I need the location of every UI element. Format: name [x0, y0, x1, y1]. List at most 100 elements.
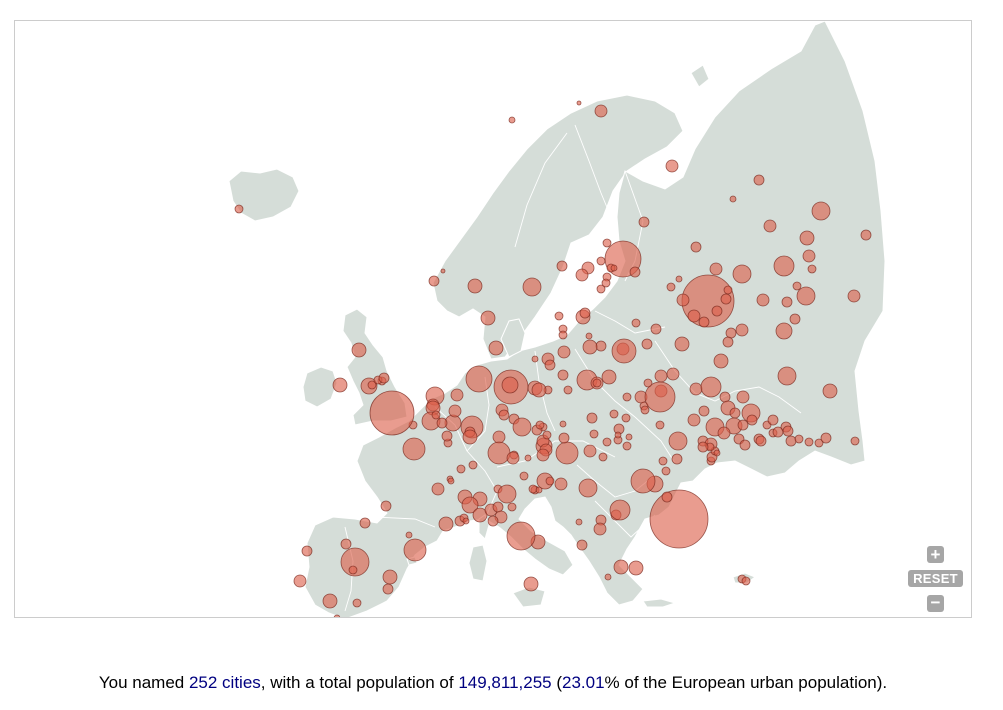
city-marker[interactable]	[650, 323, 662, 335]
city-marker[interactable]	[472, 507, 488, 523]
city-marker[interactable]	[729, 195, 737, 203]
city-marker[interactable]	[609, 499, 631, 521]
city-marker[interactable]	[644, 381, 676, 413]
city-marker[interactable]	[488, 340, 504, 356]
city-marker[interactable]	[545, 476, 555, 486]
city-marker[interactable]	[575, 518, 583, 526]
city-marker[interactable]	[301, 545, 313, 557]
city-marker[interactable]	[732, 264, 752, 284]
city-marker[interactable]	[613, 559, 629, 575]
city-marker[interactable]	[772, 426, 784, 438]
city-marker[interactable]	[431, 482, 445, 496]
city-marker[interactable]	[604, 573, 612, 581]
city-marker[interactable]	[755, 435, 767, 447]
city-marker[interactable]	[713, 449, 721, 457]
city-marker[interactable]	[690, 241, 702, 253]
city-marker[interactable]	[737, 419, 749, 431]
city-marker[interactable]	[367, 380, 377, 390]
city-marker[interactable]	[777, 366, 797, 386]
city-marker[interactable]	[736, 390, 750, 404]
city-marker[interactable]	[461, 496, 479, 514]
city-marker[interactable]	[628, 560, 644, 576]
city-marker[interactable]	[523, 576, 539, 592]
city-marker[interactable]	[602, 437, 612, 447]
city-marker[interactable]	[585, 332, 593, 340]
city-marker[interactable]	[378, 372, 390, 384]
city-marker[interactable]	[468, 460, 478, 470]
city-marker[interactable]	[722, 336, 734, 348]
city-marker[interactable]	[467, 278, 483, 294]
city-marker[interactable]	[380, 500, 392, 512]
city-marker[interactable]	[506, 521, 536, 551]
city-marker[interactable]	[814, 438, 824, 448]
city-marker[interactable]	[438, 516, 454, 532]
city-marker[interactable]	[456, 464, 466, 474]
city-marker[interactable]	[782, 425, 794, 437]
city-marker[interactable]	[340, 538, 352, 550]
city-marker[interactable]	[450, 388, 464, 402]
city-marker[interactable]	[668, 431, 688, 451]
city-marker[interactable]	[666, 367, 680, 381]
city-marker[interactable]	[631, 318, 641, 328]
city-marker[interactable]	[601, 369, 617, 385]
city-marker[interactable]	[595, 340, 607, 352]
zoom-in-button[interactable]: +	[927, 546, 944, 563]
city-marker[interactable]	[542, 430, 552, 440]
city-marker[interactable]	[614, 431, 622, 439]
city-marker[interactable]	[773, 255, 795, 277]
city-marker[interactable]	[789, 313, 801, 325]
city-marker[interactable]	[741, 576, 751, 586]
city-marker[interactable]	[575, 268, 589, 282]
city-marker[interactable]	[531, 382, 547, 398]
city-marker[interactable]	[641, 338, 653, 350]
city-marker[interactable]	[576, 100, 582, 106]
city-marker[interactable]	[611, 338, 637, 364]
city-marker[interactable]	[441, 430, 453, 442]
city-marker[interactable]	[763, 219, 777, 233]
city-marker[interactable]	[559, 420, 567, 428]
city-marker[interactable]	[794, 434, 804, 444]
city-marker[interactable]	[558, 432, 570, 444]
city-marker[interactable]	[333, 614, 341, 618]
city-marker[interactable]	[492, 501, 504, 513]
city-marker[interactable]	[698, 405, 710, 417]
city-marker[interactable]	[676, 293, 690, 307]
city-marker[interactable]	[436, 417, 448, 429]
city-marker[interactable]	[480, 310, 496, 326]
city-marker[interactable]	[630, 468, 656, 494]
city-marker[interactable]	[431, 410, 441, 420]
city-marker[interactable]	[687, 309, 701, 323]
city-marker[interactable]	[804, 437, 814, 447]
city-marker[interactable]	[487, 515, 499, 527]
city-marker[interactable]	[498, 409, 510, 421]
city-marker[interactable]	[689, 382, 703, 396]
city-marker[interactable]	[850, 436, 860, 446]
city-marker[interactable]	[440, 268, 446, 274]
city-marker[interactable]	[506, 451, 520, 465]
city-marker[interactable]	[621, 413, 631, 423]
city-marker[interactable]	[405, 531, 413, 539]
city-marker[interactable]	[578, 478, 598, 498]
city-marker[interactable]	[739, 439, 751, 451]
city-marker[interactable]	[725, 327, 737, 339]
city-marker[interactable]	[596, 284, 606, 294]
city-marker[interactable]	[661, 466, 671, 476]
city-marker[interactable]	[658, 456, 668, 466]
city-marker[interactable]	[698, 316, 710, 328]
city-marker[interactable]	[428, 275, 440, 287]
city-marker[interactable]	[556, 260, 568, 272]
city-marker[interactable]	[675, 275, 683, 283]
city-marker[interactable]	[625, 433, 633, 441]
city-marker[interactable]	[293, 574, 307, 588]
city-marker[interactable]	[535, 486, 543, 494]
city-marker[interactable]	[563, 385, 573, 395]
city-marker[interactable]	[767, 414, 779, 426]
city-marker[interactable]	[382, 569, 398, 585]
city-marker[interactable]	[234, 204, 244, 214]
city-marker[interactable]	[586, 412, 598, 424]
city-marker[interactable]	[807, 264, 817, 274]
city-marker[interactable]	[811, 201, 831, 221]
city-marker[interactable]	[447, 477, 455, 485]
europe-map[interactable]	[15, 21, 972, 618]
city-marker[interactable]	[785, 435, 797, 447]
